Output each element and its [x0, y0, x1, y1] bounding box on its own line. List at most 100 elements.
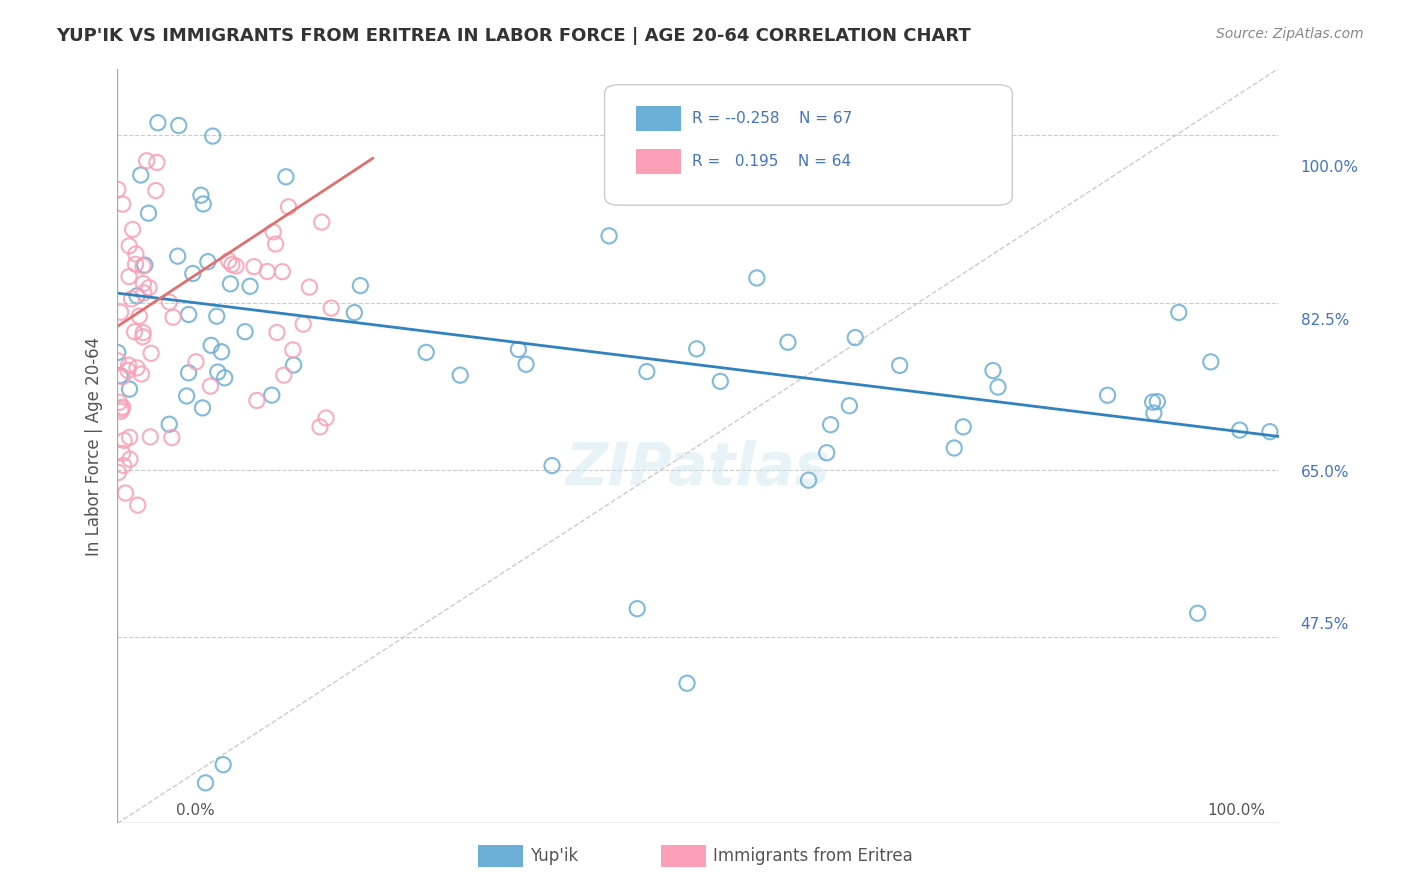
Point: [107, 466, 129, 480]
Point: [981, 363, 1004, 377]
Point: [118, 382, 141, 396]
Point: [292, 317, 315, 331]
Point: [125, 247, 148, 261]
Point: [797, 473, 820, 487]
Text: Yup'ik: Yup'ik: [530, 847, 578, 865]
Point: [194, 776, 217, 790]
Point: [157, 417, 180, 432]
Text: 0.0%: 0.0%: [176, 803, 215, 818]
Point: [108, 395, 131, 409]
Point: [114, 486, 136, 500]
Point: [108, 368, 131, 383]
Point: [838, 399, 860, 413]
Point: [449, 368, 471, 383]
Point: [225, 259, 247, 273]
Point: [197, 254, 219, 268]
Point: [110, 404, 132, 418]
Text: 65.0%: 65.0%: [1301, 465, 1348, 480]
Point: [111, 197, 134, 211]
Point: [987, 380, 1010, 394]
Point: [207, 365, 229, 379]
Point: [598, 228, 620, 243]
Point: [283, 358, 305, 372]
Point: [277, 200, 299, 214]
Point: [211, 344, 233, 359]
Point: [193, 197, 215, 211]
Point: [125, 360, 148, 375]
Point: [686, 342, 709, 356]
Y-axis label: In Labor Force | Age 20-64: In Labor Force | Age 20-64: [86, 336, 103, 556]
Point: [121, 222, 143, 236]
Point: [107, 182, 129, 196]
Text: ZIPatlas: ZIPatlas: [565, 440, 830, 497]
Point: [125, 289, 148, 303]
Point: [124, 257, 146, 271]
Point: [709, 375, 731, 389]
Point: [132, 277, 155, 291]
Point: [132, 285, 155, 300]
Point: [515, 357, 537, 371]
Point: [676, 676, 699, 690]
Point: [246, 393, 269, 408]
Point: [107, 353, 129, 368]
Point: [139, 430, 162, 444]
Point: [176, 389, 198, 403]
Point: [415, 345, 437, 359]
Point: [118, 430, 141, 444]
Point: [218, 253, 240, 268]
Point: [820, 417, 842, 432]
Point: [111, 446, 134, 460]
Point: [212, 757, 235, 772]
Point: [131, 367, 153, 381]
Point: [111, 369, 134, 384]
Point: [1167, 305, 1189, 319]
Point: [160, 431, 183, 445]
Point: [167, 119, 190, 133]
Point: [256, 264, 278, 278]
Point: [157, 295, 180, 310]
Point: [124, 325, 146, 339]
Point: [321, 301, 343, 315]
Text: R = --0.258    N = 67: R = --0.258 N = 67: [692, 112, 852, 126]
Point: [127, 498, 149, 512]
Point: [177, 366, 200, 380]
Point: [1199, 355, 1222, 369]
Point: [112, 458, 135, 473]
Point: [626, 601, 648, 615]
Point: [274, 169, 297, 184]
Point: [1143, 406, 1166, 420]
Point: [132, 326, 155, 340]
Text: 47.5%: 47.5%: [1301, 617, 1348, 632]
Point: [281, 343, 304, 357]
Point: [200, 338, 222, 352]
Point: [273, 368, 295, 383]
Point: [349, 278, 371, 293]
Point: [343, 305, 366, 319]
Point: [745, 271, 768, 285]
Point: [541, 458, 564, 473]
Point: [118, 239, 141, 253]
Point: [309, 420, 332, 434]
Point: [134, 258, 156, 272]
Point: [221, 258, 243, 272]
Point: [239, 279, 262, 293]
Point: [266, 326, 288, 340]
Point: [118, 269, 141, 284]
Point: [243, 260, 266, 274]
Point: [107, 345, 129, 359]
Point: [776, 335, 799, 350]
Point: [233, 325, 256, 339]
Point: [844, 330, 866, 344]
Point: [110, 305, 132, 319]
Point: [138, 206, 160, 220]
Point: [1146, 394, 1168, 409]
Point: [264, 237, 287, 252]
Point: [111, 401, 134, 416]
Point: [1187, 606, 1209, 620]
Point: [943, 441, 966, 455]
Point: [118, 452, 141, 467]
Point: [117, 358, 139, 372]
Text: YUP'IK VS IMMIGRANTS FROM ERITREA IN LABOR FORCE | AGE 20-64 CORRELATION CHART: YUP'IK VS IMMIGRANTS FROM ERITREA IN LAB…: [56, 27, 972, 45]
Point: [128, 309, 150, 323]
Point: [214, 371, 236, 385]
